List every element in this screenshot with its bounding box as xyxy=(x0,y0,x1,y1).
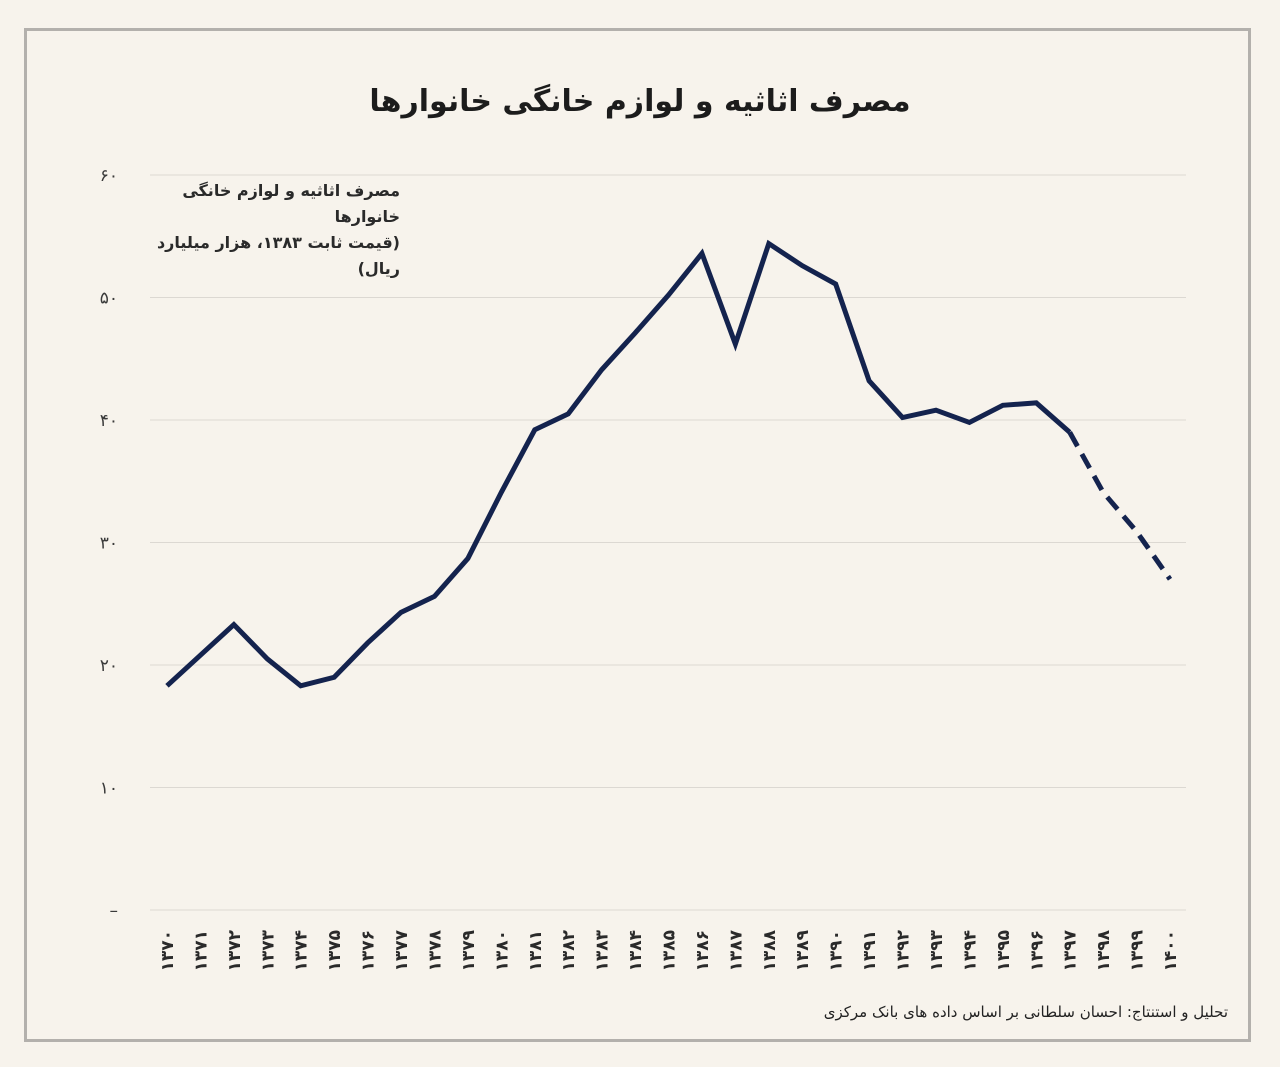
data-point xyxy=(1101,490,1106,495)
x-tick-label: ۱۳۷۲ xyxy=(225,929,245,971)
x-tick-label: ۱۳۹۹ xyxy=(1128,929,1148,971)
x-tick-label: ۱۳۷۸ xyxy=(425,929,445,971)
x-tick-label: ۱۳۸۲ xyxy=(559,929,579,971)
data-point xyxy=(532,427,537,432)
series-label-line2: (قیمت ثابت ۱۳۸۳، هزار میلیارد ریال) xyxy=(156,233,400,278)
y-tick-label: ۵۰ xyxy=(100,289,118,309)
x-tick-label: ۱۳۹۱ xyxy=(860,930,880,972)
data-point xyxy=(1134,529,1139,534)
x-tick-label: ۱۳۷۳ xyxy=(258,929,278,971)
x-tick-label: ۱۳۹۳ xyxy=(927,929,947,971)
data-point xyxy=(633,331,638,336)
data-point xyxy=(900,415,905,420)
data-point xyxy=(365,640,370,645)
x-tick-label: ۱۳۷۵ xyxy=(325,930,345,972)
x-tick-label: ۱۳۹۵ xyxy=(994,930,1014,972)
data-point xyxy=(800,263,805,268)
data-point xyxy=(699,251,704,256)
series-label-line1: مصرف اثاثیه و لوازم خانگی خانوارها xyxy=(182,181,400,226)
x-tick-label: ۱۳۷۱ xyxy=(191,930,211,972)
source-note: تحلیل و استنتاج: احسان سلطانی بر اساس دا… xyxy=(823,1003,1228,1021)
data-point xyxy=(399,610,404,615)
x-tick-label: ۱۳۸۴ xyxy=(626,930,646,972)
data-point xyxy=(465,556,470,561)
series-label: مصرف اثاثیه و لوازم خانگی خانوارها (قیمت… xyxy=(150,178,400,282)
x-tick-label: ۱۳۹۴ xyxy=(960,930,980,972)
y-tick-label: ۶۰ xyxy=(100,166,118,186)
x-tick-label: ۱۳۷۰ xyxy=(158,930,178,972)
x-tick-label: ۱۴۰۰ xyxy=(1161,930,1181,972)
data-point xyxy=(766,241,771,246)
data-point xyxy=(566,411,571,416)
data-point xyxy=(265,656,270,661)
data-point xyxy=(1168,577,1173,582)
x-tick-label: ۱۳۹۲ xyxy=(894,929,914,971)
chart-title: مصرف اثاثیه و لوازم خانگی خانوارها xyxy=(369,84,911,119)
y-tick-label: – xyxy=(110,901,119,921)
x-tick-label: ۱۳۸۶ xyxy=(693,930,713,972)
x-tick-label: ۱۳۹۸ xyxy=(1094,929,1114,971)
x-tick-label: ۱۳۷۴ xyxy=(292,930,312,972)
data-point xyxy=(833,282,838,287)
y-tick-label: ۴۰ xyxy=(100,411,118,431)
data-point xyxy=(967,420,972,425)
x-tick-label: ۱۳۸۱ xyxy=(526,930,546,972)
data-point xyxy=(198,653,203,658)
x-tick-label: ۱۳۹۶ xyxy=(1027,930,1047,972)
series-line-dashed xyxy=(1067,431,1173,581)
data-point xyxy=(499,490,504,495)
data-point xyxy=(231,622,236,627)
x-tick-label: ۱۳۹۷ xyxy=(1061,929,1081,971)
y-tick-label: ۲۰ xyxy=(100,656,118,676)
data-point xyxy=(599,367,604,372)
data-point xyxy=(165,683,170,688)
x-tick-label: ۱۳۸۳ xyxy=(593,929,613,971)
data-point xyxy=(933,408,938,413)
data-point xyxy=(332,675,337,680)
x-tick-label: ۱۳۸۸ xyxy=(760,929,780,971)
data-point xyxy=(1034,400,1039,405)
x-tick-label: ۱۳۷۷ xyxy=(392,929,412,971)
chart-frame xyxy=(24,28,1251,1042)
y-tick-label: ۳۰ xyxy=(100,534,118,554)
x-tick-label: ۱۳۹۰ xyxy=(827,930,847,972)
y-tick-label: ۱۰ xyxy=(100,779,118,799)
data-point xyxy=(666,293,671,298)
x-tick-label: ۱۳۷۶ xyxy=(359,930,379,972)
x-tick-label: ۱۳۸۷ xyxy=(726,929,746,971)
data-point xyxy=(1067,430,1072,435)
data-point xyxy=(1000,403,1005,408)
x-tick-label: ۱۳۸۵ xyxy=(660,930,680,972)
x-tick-label: ۱۳۸۰ xyxy=(492,930,512,972)
data-point xyxy=(432,594,437,599)
data-point xyxy=(867,378,872,383)
series-line-solid xyxy=(165,239,1072,689)
x-tick-label: ۱۳۸۹ xyxy=(793,929,813,971)
data-point xyxy=(733,342,738,347)
data-point xyxy=(298,683,303,688)
x-tick-label: ۱۳۷۹ xyxy=(459,929,479,971)
